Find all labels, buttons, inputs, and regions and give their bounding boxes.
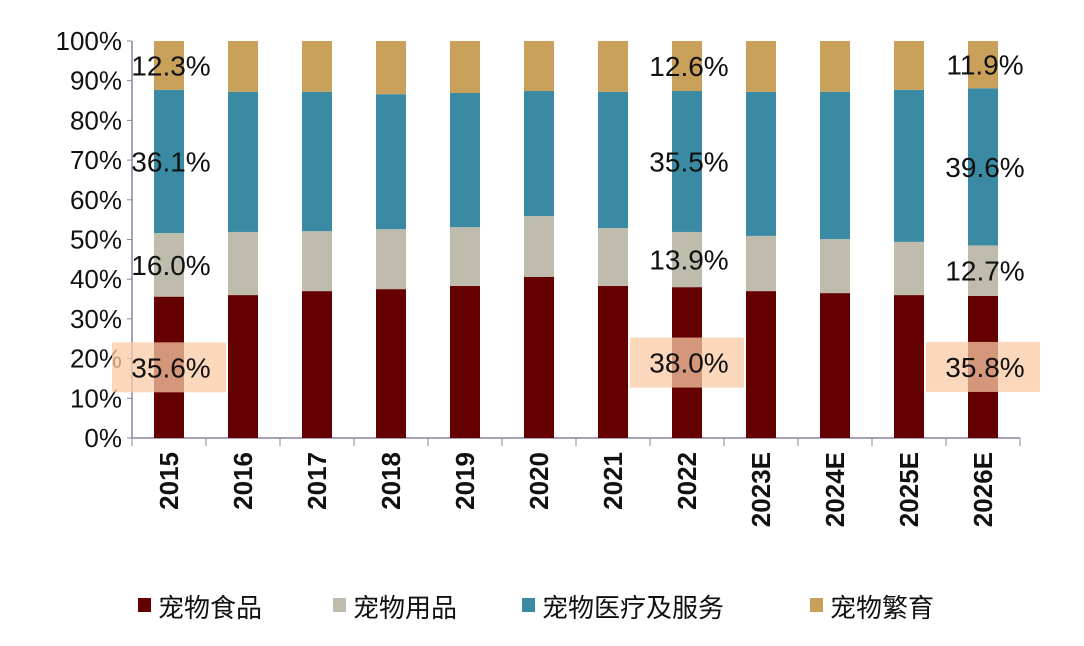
label-highlight [926, 341, 1040, 392]
legend-swatch [810, 598, 823, 612]
x-tick-label: 2024E [820, 452, 850, 527]
data-label: 12.6% [649, 51, 728, 82]
x-tick-label: 2018 [376, 452, 406, 510]
bar-segment [450, 93, 480, 228]
bar-segment [598, 285, 628, 438]
x-tick-label: 2023E [746, 452, 776, 527]
bar-segment [968, 88, 998, 246]
data-label: 12.7% [945, 256, 1024, 287]
bar-segment [598, 91, 628, 228]
x-tick-label: 2026E [968, 452, 998, 527]
bar-segment [672, 91, 702, 232]
x-tick-label: 2016 [228, 452, 258, 510]
data-label: 16.0% [131, 250, 210, 281]
bar-segment [450, 41, 480, 94]
bar-segment [524, 276, 554, 438]
bar-segment [894, 241, 924, 296]
bar-segment [376, 289, 406, 438]
bar-segment [302, 91, 332, 232]
data-label: 36.1% [131, 146, 210, 177]
data-label: 35.6% [131, 352, 210, 383]
legend-label: 宠物用品 [353, 593, 457, 623]
legend-item: 宠物医疗及服务 [522, 593, 724, 623]
bar-segment [746, 91, 776, 236]
bar-segment [154, 89, 184, 234]
y-tick-label: 30% [70, 304, 122, 334]
label-highlight [112, 342, 226, 393]
bar-segment [450, 227, 480, 286]
y-tick-label: 60% [70, 185, 122, 215]
bar-segment [376, 41, 406, 95]
legend-item: 宠物繁育 [810, 593, 934, 623]
bar-segment [450, 285, 480, 438]
y-tick-label: 40% [70, 264, 122, 294]
legend-swatch [522, 598, 535, 612]
bar-segment [746, 41, 776, 92]
y-tick-label: 0% [84, 423, 122, 453]
bar-segment [524, 91, 554, 217]
bar-segment [154, 233, 184, 297]
bar-segment [968, 41, 998, 89]
data-label: 38.0% [649, 348, 728, 379]
bar-segment [820, 293, 850, 438]
x-tick-label: 2021 [598, 452, 628, 510]
bar-segment [228, 41, 258, 92]
legend-label: 宠物繁育 [830, 593, 934, 623]
bar-segment [376, 229, 406, 290]
bar-segment [894, 89, 924, 242]
bar-segment [894, 41, 924, 90]
bar-segment [672, 231, 702, 288]
legend-item: 宠物用品 [333, 593, 457, 623]
y-tick-label: 100% [56, 26, 123, 56]
legend-swatch [138, 598, 151, 612]
data-label: 13.9% [649, 245, 728, 276]
x-tick-label: 2022 [672, 452, 702, 510]
bar-segment [524, 216, 554, 277]
bar-segment [746, 291, 776, 438]
y-tick-label: 70% [70, 145, 122, 175]
bar-segment [302, 231, 332, 292]
bar-segment [968, 245, 998, 296]
data-label: 35.5% [649, 146, 728, 177]
bar-segment [302, 291, 332, 438]
bar-segment [302, 41, 332, 92]
bar-segment [228, 231, 258, 296]
x-tick-label: 2015 [154, 452, 184, 510]
data-label: 35.8% [945, 352, 1024, 383]
bar-segment [598, 227, 628, 286]
y-tick-label: 80% [70, 105, 122, 135]
legend-swatch [333, 598, 346, 612]
y-tick-label: 90% [70, 66, 122, 96]
x-tick-label: 2020 [524, 452, 554, 510]
bar-segment [820, 239, 850, 294]
x-tick-label: 2019 [450, 452, 480, 510]
data-label: 39.6% [945, 152, 1024, 183]
x-tick-label: 2017 [302, 452, 332, 510]
bar-segment [820, 41, 850, 92]
bar-segment [524, 41, 554, 92]
data-label: 12.3% [131, 50, 210, 81]
legend-label: 宠物食品 [158, 593, 262, 623]
bar-segment [154, 41, 184, 90]
bar-segment [820, 91, 850, 240]
bar-segment [228, 91, 258, 232]
data-label: 11.9% [946, 50, 1023, 81]
bar-segment [228, 295, 258, 438]
bar-segment [894, 295, 924, 438]
x-tick-label: 2025E [894, 452, 924, 527]
legend-label: 宠物医疗及服务 [542, 593, 724, 623]
label-highlight [630, 337, 744, 388]
bar-segment [376, 94, 406, 230]
legend-item: 宠物食品 [138, 593, 262, 623]
bar-segment [746, 235, 776, 292]
bar-segment [598, 41, 628, 92]
bar-segment [672, 41, 702, 92]
y-tick-label: 50% [70, 225, 122, 255]
